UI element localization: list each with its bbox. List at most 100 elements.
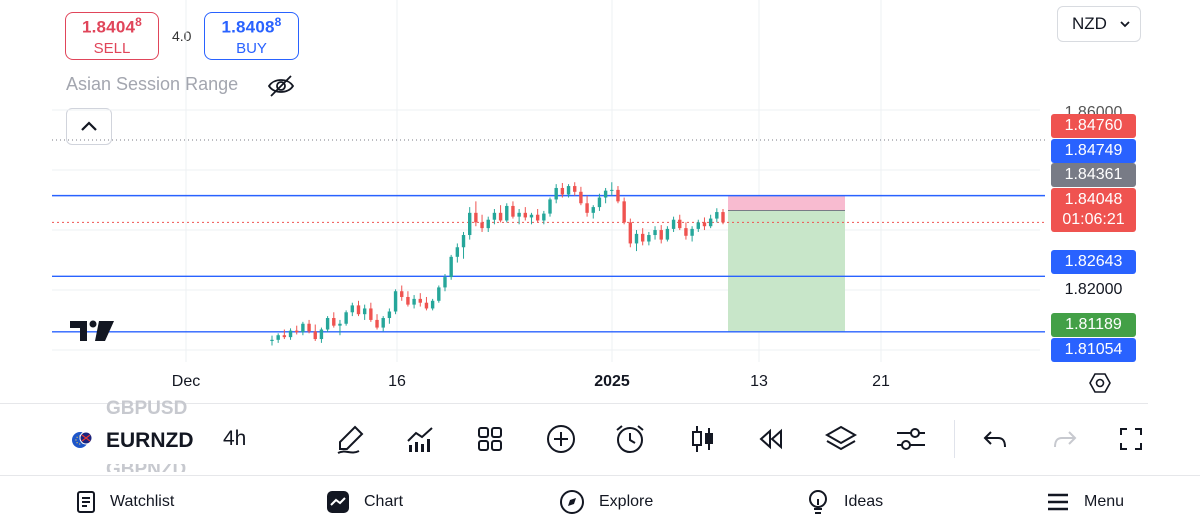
indicators-icon[interactable] [403,422,437,456]
candle-body [325,318,330,330]
time-label-year: 2025 [594,373,630,390]
plus-circle-icon[interactable] [544,422,578,456]
candle-body [628,222,633,244]
candle-body [560,187,565,195]
symbol-picker[interactable]: GBPUSD EURNZD GBPNZD [68,398,208,472]
candle-body [579,191,583,204]
time-label: 21 [872,373,890,390]
candle-body [313,331,317,340]
nav-chart[interactable]: Chart [326,476,403,528]
divider [0,403,1148,404]
nav-menu[interactable]: Menu [1046,476,1124,528]
candle-body [610,189,614,191]
candle-body [449,256,453,278]
redo-icon[interactable] [1048,422,1082,456]
layers-icon[interactable] [824,422,858,456]
nav-menu-label: Menu [1084,493,1125,510]
candle-body [369,308,373,320]
take-profit-zone [728,210,845,332]
sell-label: SELL [93,39,131,57]
nav-explore[interactable]: Explore [559,476,653,528]
eye-off-icon[interactable] [266,73,296,99]
candle-body [678,219,682,229]
candle-body [721,212,725,223]
buy-price: 1.84088 [221,15,282,37]
lightbulb-icon [809,490,827,514]
candle-body [542,213,546,221]
chart-grid [52,0,1040,362]
last-price-label: 1.84048 01:06:21 [1051,188,1136,232]
candle-body [622,201,626,223]
time-label: 16 [388,373,406,390]
nav-ideas-label: Ideas [844,493,884,510]
candle-body [344,312,348,324]
candle-body [708,218,713,227]
candle-body [412,298,416,305]
candle-body [529,214,534,218]
collapse-button[interactable] [66,108,112,145]
axis-top-partial: 1.86000 [1064,104,1123,114]
candle-body [548,199,552,214]
nav-ideas[interactable]: Ideas [806,476,883,528]
candle-body [498,212,503,221]
watchlist-icon [77,491,95,513]
candle-body [319,329,324,340]
candle-body [406,296,410,305]
candle-body [616,189,620,202]
stop-price-label: 1.84760 [1051,114,1136,138]
candle-body [276,335,280,340]
nav-watchlist[interactable]: Watchlist [76,476,174,528]
candle-body [554,187,558,200]
candle-body [505,205,509,221]
hamburger-icon [1048,493,1068,511]
symbol-next: GBPNZD [106,464,186,472]
pencil-icon[interactable] [333,422,367,456]
candle-body [690,228,694,236]
candle-body [696,222,700,229]
stop-loss-zone [728,195,845,211]
indicator-name: Asian Session Range [66,74,239,94]
buy-label: BUY [236,39,267,57]
candle-body [647,235,651,242]
nav-chart-label: Chart [364,493,404,510]
buy-button[interactable]: 1.84088 BUY [204,12,299,60]
tradingview-logo-icon [70,320,114,341]
candle-body [356,305,361,315]
candle-body [424,302,429,309]
last-price: 1.84048 [1064,191,1123,208]
settings-hex-icon[interactable] [1088,371,1112,395]
alarm-icon[interactable] [613,422,647,456]
candle-body [437,287,441,301]
candle-body [665,228,670,240]
candle-body [591,207,595,213]
candle-body [702,222,707,227]
time-label: Dec [171,373,201,390]
interval-button[interactable]: 4h [223,427,247,450]
mid-level-label: 1.82643 [1051,250,1136,274]
candle-body [715,212,719,219]
sell-button[interactable]: 1.84048 SELL [65,12,159,60]
candle-body [381,318,385,328]
target-price-label: 1.81189 [1051,313,1136,337]
settings-icon[interactable] [894,422,928,456]
price-chart[interactable] [0,0,1200,400]
time-label: 13 [750,373,768,390]
nav-explore-label: Explore [599,493,654,510]
candles-icon[interactable] [686,422,720,456]
bar-countdown: 01:06:21 [1062,211,1125,228]
currency-select[interactable]: NZD [1057,6,1141,42]
chevron-down-icon [1120,20,1130,27]
symbol-current: EURNZD [106,429,194,452]
candle-body [338,323,342,326]
candle-body [461,235,466,248]
fullscreen-icon[interactable] [1116,422,1146,456]
undo-icon[interactable] [978,422,1012,456]
candle-body [393,291,398,312]
layouts-icon[interactable] [473,422,507,456]
candle-body [517,212,521,217]
candle-body [270,339,274,341]
candle-body [585,203,589,213]
candle-body [566,186,571,195]
candle-body [467,212,472,236]
replay-icon[interactable] [754,422,788,456]
